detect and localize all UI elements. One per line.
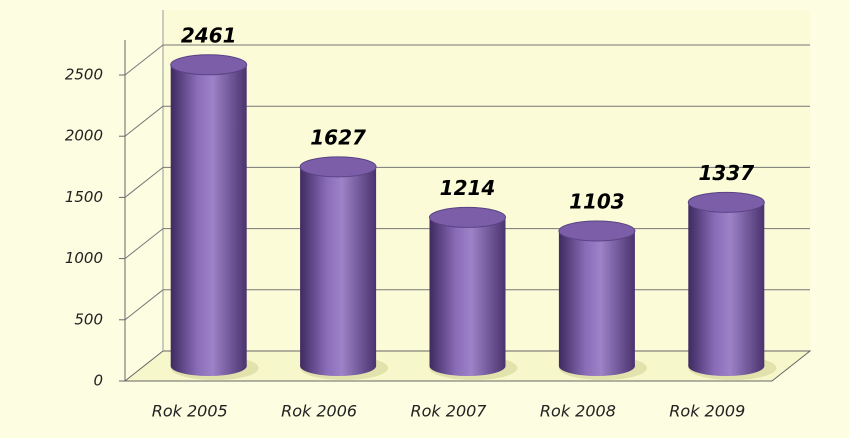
x-tick-label: Rok 2006 — [281, 402, 357, 421]
x-tick-label: Rok 2009 — [669, 402, 745, 421]
value-label: 1214 — [440, 176, 496, 200]
bar — [170, 64, 247, 367]
grid-line — [124, 167, 164, 198]
y-tick-label: 1000 — [65, 249, 103, 267]
y-tick-label: 1500 — [65, 188, 103, 206]
bar-top — [299, 156, 377, 178]
grid-line — [124, 105, 164, 137]
bar-top — [687, 191, 765, 213]
bar-top — [429, 206, 506, 228]
value-label: 1337 — [698, 161, 754, 185]
y-tick-label: 0 — [93, 372, 103, 390]
grid-line — [124, 44, 164, 76]
x-tick-label: Rok 2008 — [540, 402, 616, 421]
bar — [300, 166, 377, 366]
bar-top — [558, 220, 636, 242]
bar-top — [170, 54, 248, 76]
bar — [558, 230, 635, 366]
y-tick-label: 2500 — [65, 66, 103, 84]
value-label: 2461 — [181, 23, 237, 47]
y-tick-label: 2000 — [65, 127, 103, 145]
grid-line — [124, 228, 164, 259]
y-tick-label: 500 — [74, 310, 103, 328]
x-tick-label: Rok 2005 — [152, 402, 228, 421]
bar — [688, 202, 765, 366]
grid-line — [124, 289, 164, 321]
x-tick-label: Rok 2007 — [411, 402, 488, 421]
bar — [429, 217, 506, 366]
value-label: 1103 — [569, 189, 625, 213]
value-label: 1627 — [310, 125, 366, 149]
